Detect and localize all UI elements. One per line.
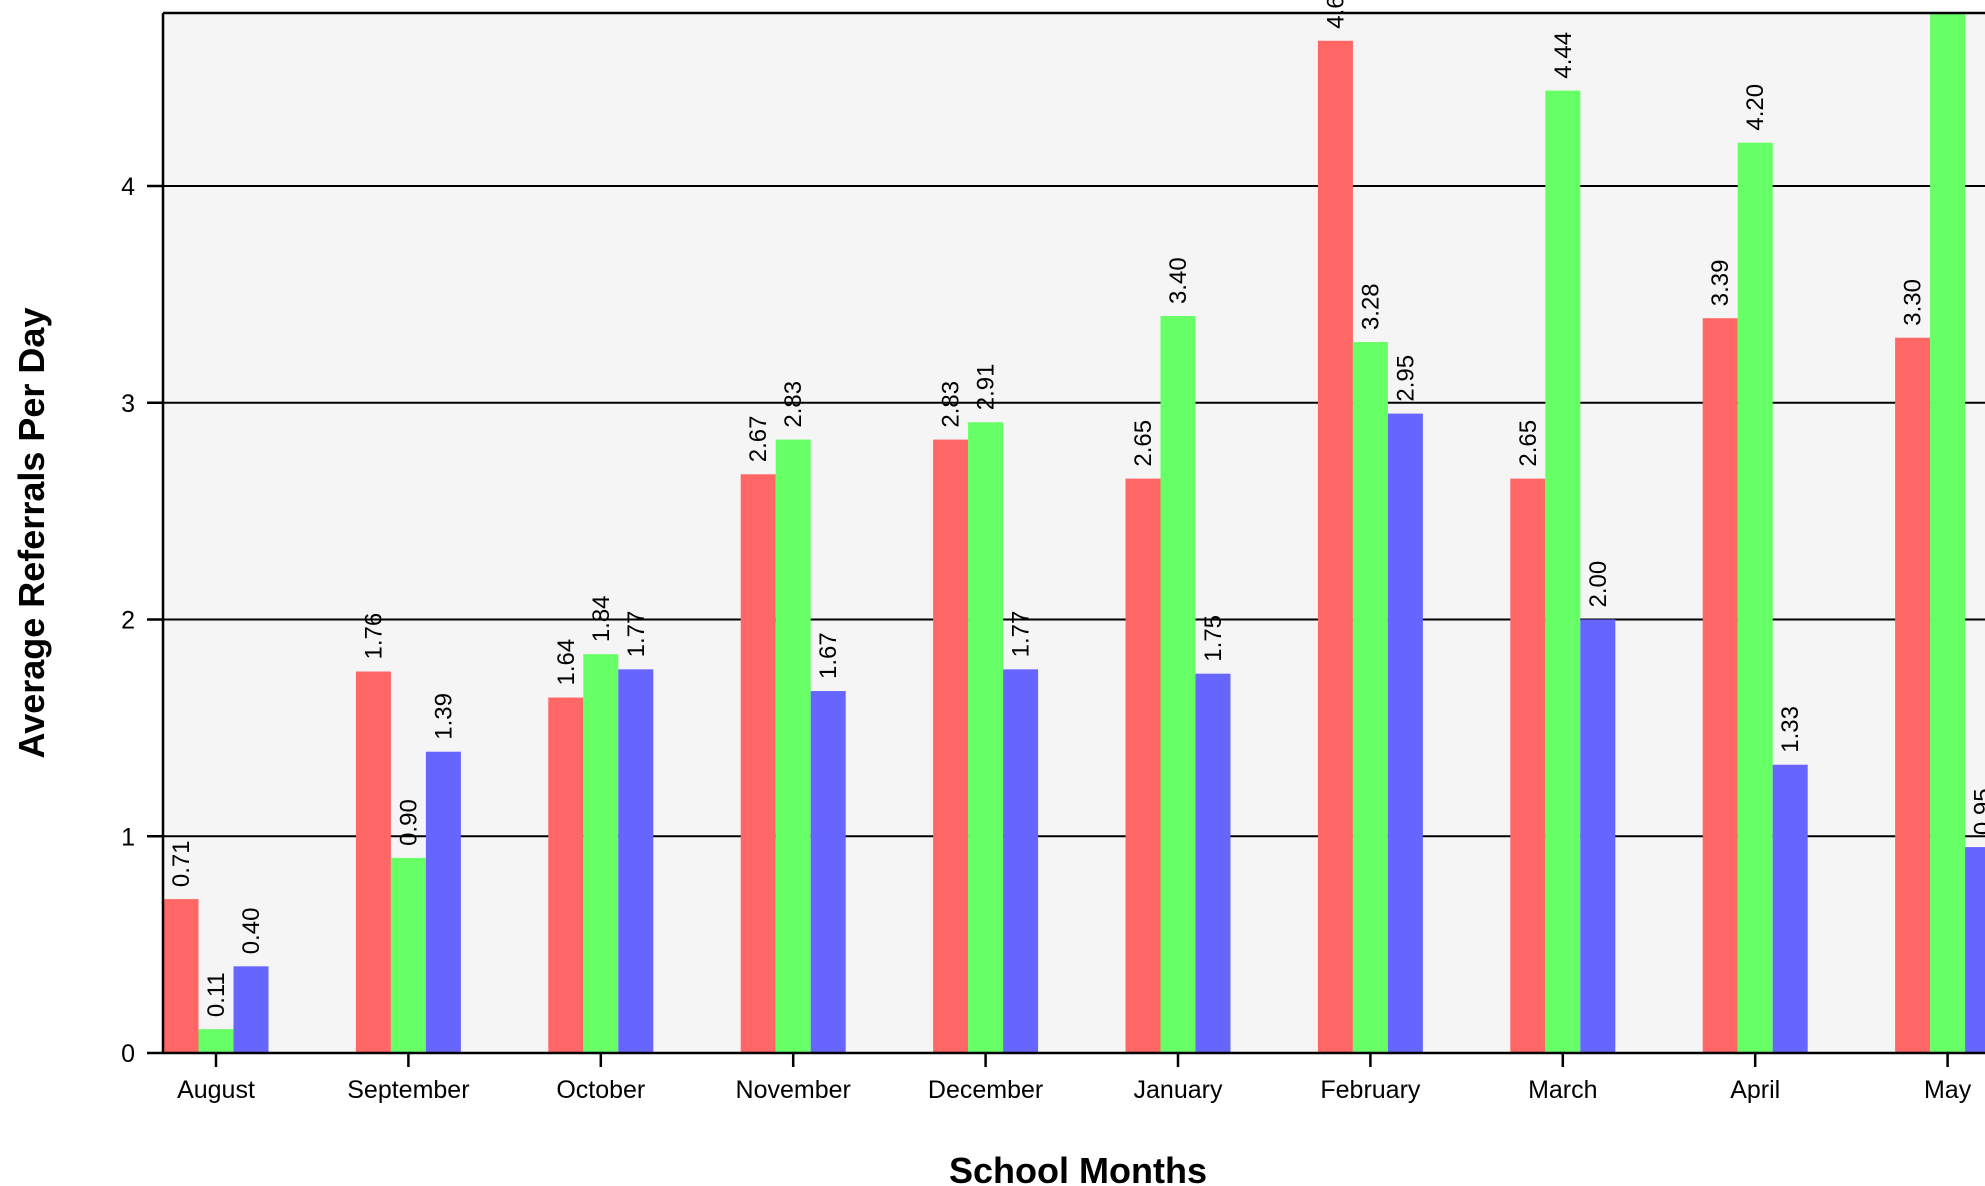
y-axis-title: Average Referrals Per Day bbox=[11, 308, 52, 759]
bar bbox=[1387, 413, 1423, 1053]
bar-value-label: 1.39 bbox=[430, 693, 457, 740]
bar-value-label: 2.00 bbox=[1585, 561, 1612, 608]
x-tick-label: September bbox=[347, 1076, 469, 1104]
x-tick-label: October bbox=[556, 1076, 645, 1104]
x-tick-label: December bbox=[928, 1076, 1043, 1104]
x-tick-label: November bbox=[736, 1076, 851, 1104]
y-tick-label: 1 bbox=[121, 823, 135, 851]
bar bbox=[1003, 669, 1039, 1053]
bar-value-label: 1.76 bbox=[360, 613, 387, 660]
bar bbox=[1317, 40, 1353, 1053]
x-tick-label: February bbox=[1320, 1076, 1421, 1104]
bar bbox=[583, 654, 619, 1053]
bar-value-label: 2.95 bbox=[1392, 355, 1419, 402]
bar bbox=[1160, 316, 1196, 1053]
bar-value-label: 1.77 bbox=[1008, 611, 1035, 658]
bar bbox=[163, 899, 199, 1053]
bar bbox=[1580, 619, 1616, 1053]
bar-value-label: 2.91 bbox=[973, 364, 1000, 411]
bar-value-label: 2.65 bbox=[1515, 420, 1542, 467]
bar bbox=[548, 697, 584, 1053]
bar bbox=[740, 474, 776, 1054]
bar bbox=[1545, 90, 1581, 1053]
bar-value-label: 0.11 bbox=[203, 972, 230, 1017]
bar-value-label: 1.77 bbox=[623, 611, 650, 658]
bar-value-label: 3.28 bbox=[1357, 283, 1384, 330]
x-axis-title: School Months bbox=[949, 1150, 1207, 1186]
bar bbox=[933, 439, 969, 1053]
bar bbox=[390, 857, 426, 1053]
x-tick-label: April bbox=[1730, 1076, 1780, 1104]
bar bbox=[1125, 478, 1161, 1053]
bar-value-label: 3.40 bbox=[1165, 257, 1192, 304]
bar bbox=[355, 671, 391, 1053]
bar-value-label: 4.20 bbox=[1742, 84, 1769, 131]
bar-value-label: 0.90 bbox=[395, 799, 422, 846]
y-ticks: 0 1 2 3 4 bbox=[121, 173, 163, 1068]
gridlines bbox=[163, 185, 1985, 838]
bar bbox=[198, 1029, 234, 1053]
bar bbox=[1352, 342, 1388, 1053]
bar bbox=[1895, 337, 1931, 1054]
x-tick-label: March bbox=[1528, 1076, 1597, 1104]
bar bbox=[968, 422, 1004, 1053]
bar bbox=[425, 751, 461, 1053]
bar bbox=[1930, 13, 1966, 1053]
bar-value-label: 3.39 bbox=[1707, 259, 1734, 306]
bar-value-label: 2.83 bbox=[780, 381, 807, 428]
bar-value-label: 0.95 bbox=[1970, 788, 1985, 835]
bar bbox=[233, 966, 269, 1053]
x-tick-label: May bbox=[1924, 1076, 1972, 1104]
bar-value-label: 2.83 bbox=[938, 381, 965, 428]
bar-value-label: 1.75 bbox=[1200, 615, 1227, 662]
bar bbox=[1965, 847, 1985, 1053]
data-labels: 0.71 0.11 0.40 1.76 0.90 1.39 1.64 1.84 1.77 2.67… bbox=[168, 0, 1985, 1017]
bar bbox=[618, 669, 654, 1053]
y-tick-label: 4 bbox=[121, 173, 135, 201]
bar bbox=[1702, 318, 1738, 1053]
bar bbox=[1510, 478, 1546, 1053]
bar-value-label: 2.67 bbox=[745, 416, 772, 463]
bar-value-label: 1.67 bbox=[815, 632, 842, 679]
bar-value-label: 3.30 bbox=[1900, 279, 1927, 326]
x-tick-label: January bbox=[1134, 1076, 1223, 1104]
x-tick-label: August bbox=[177, 1076, 255, 1104]
y-tick-label: 3 bbox=[121, 390, 135, 418]
y-tick-label: 2 bbox=[121, 607, 135, 635]
bar-value-label: 0.40 bbox=[238, 908, 265, 955]
bar-value-label: 0.71 bbox=[168, 840, 195, 887]
bar bbox=[1772, 764, 1808, 1053]
x-ticks: August September October November December Ja… bbox=[177, 1053, 1972, 1104]
bar-value-label: 1.33 bbox=[1777, 706, 1804, 753]
bar bbox=[1195, 673, 1231, 1053]
y-tick-label: 0 bbox=[121, 1040, 135, 1068]
bars bbox=[163, 13, 1985, 1054]
bar bbox=[775, 439, 811, 1053]
bar-value-label: 4.44 bbox=[1550, 32, 1577, 79]
bar-value-label: 2.65 bbox=[1130, 420, 1157, 467]
bar-value-label: 1.64 bbox=[553, 639, 580, 686]
bar bbox=[810, 691, 846, 1053]
bar-value-label: 1.84 bbox=[588, 595, 615, 642]
bar-value-label: 4.6 bbox=[1322, 0, 1349, 29]
bar bbox=[1737, 142, 1773, 1053]
